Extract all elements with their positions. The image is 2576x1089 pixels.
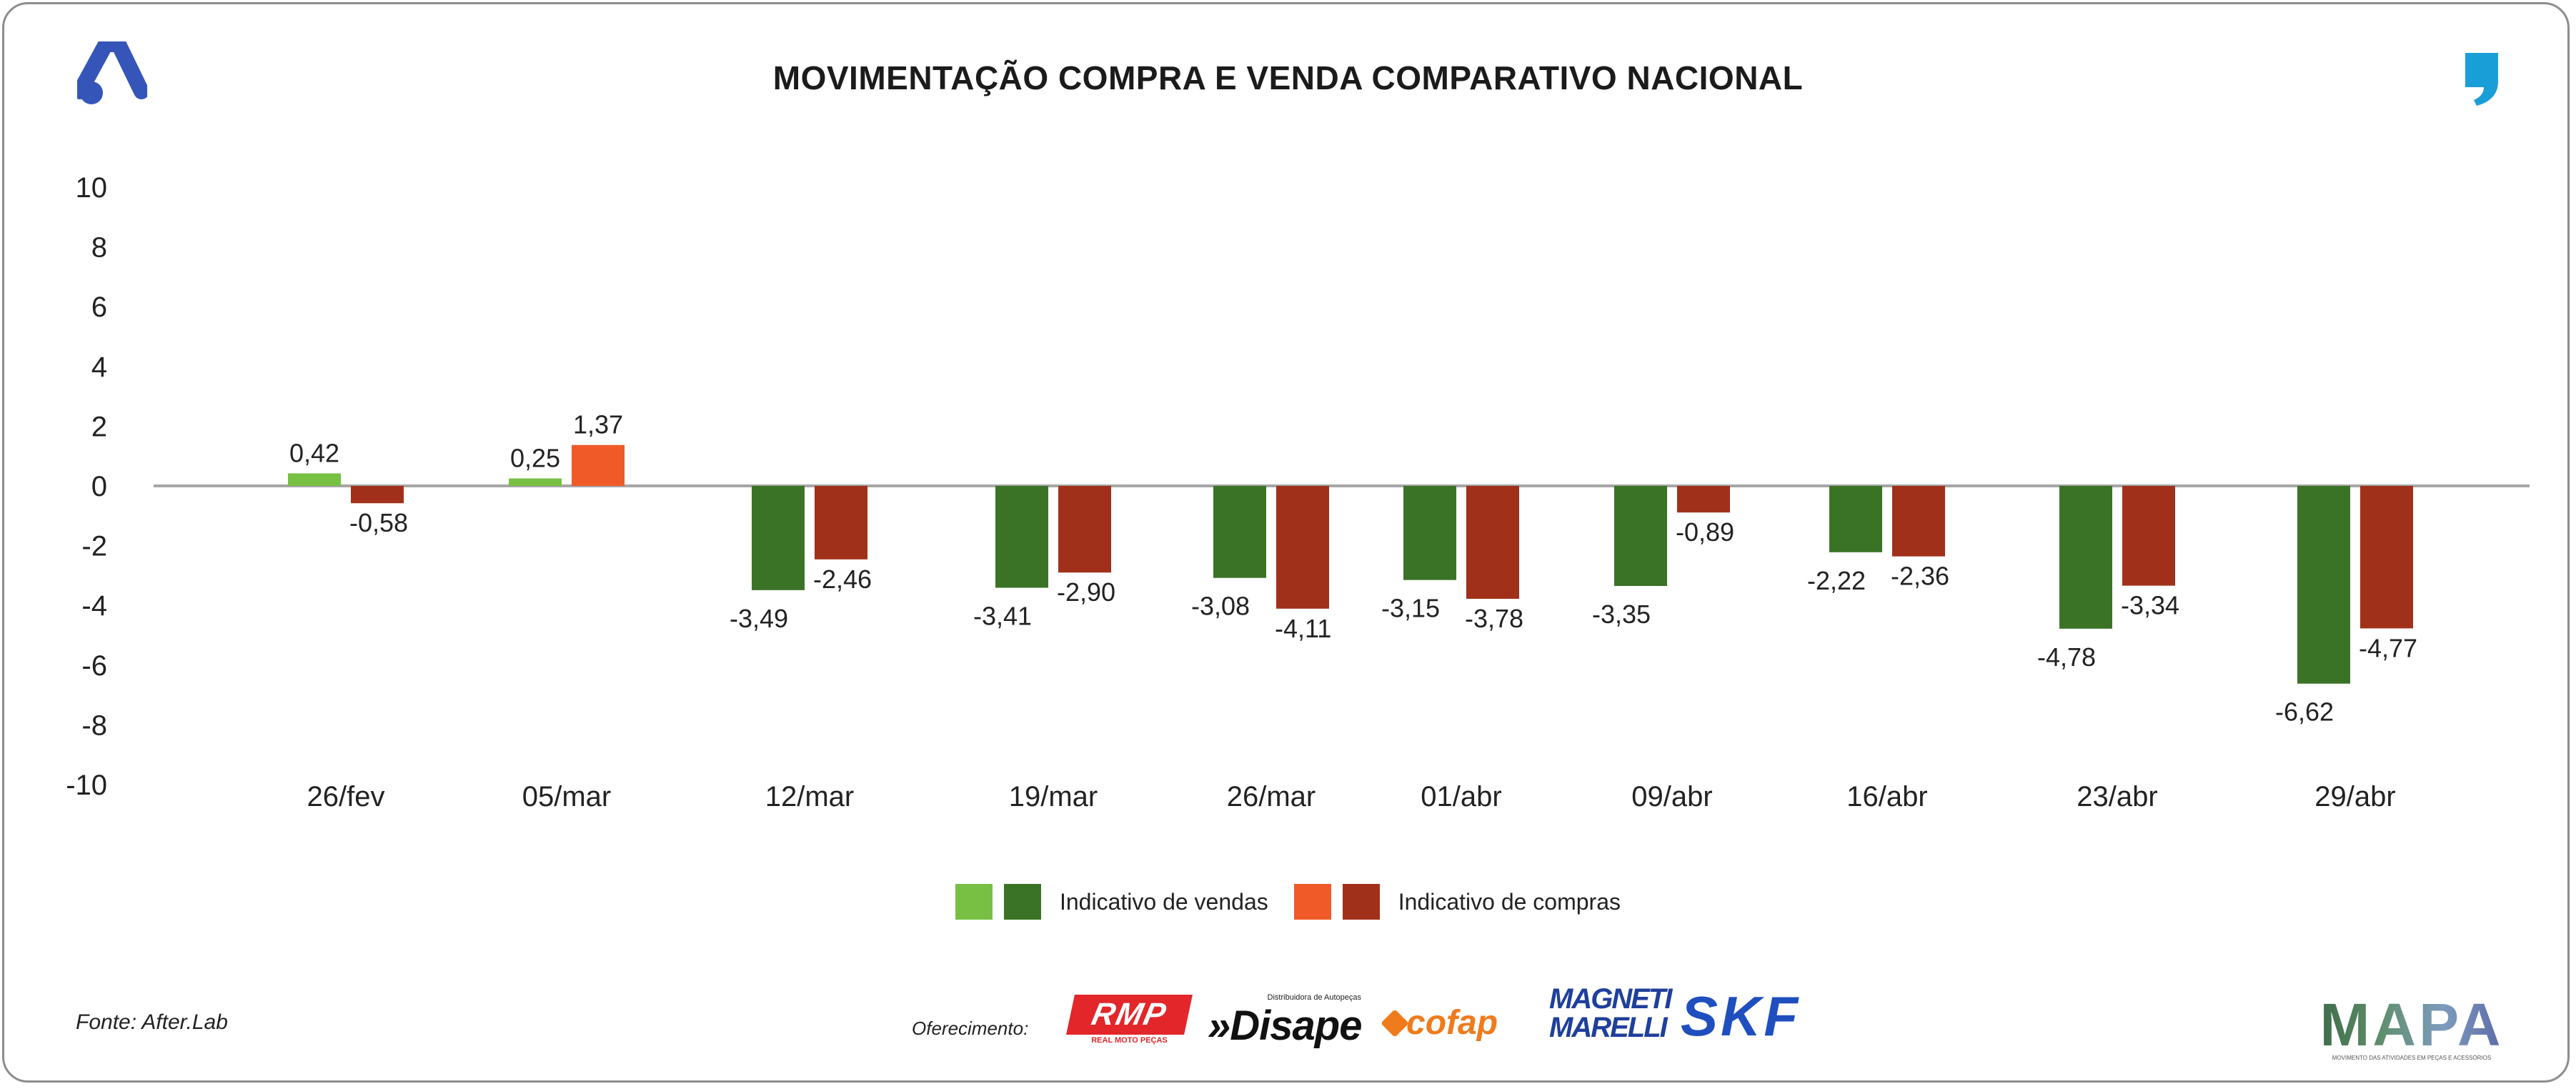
brand-logo-icon bbox=[77, 41, 147, 104]
bar-purchases-5 bbox=[1466, 486, 1519, 600]
x-tick-label-9: 29/abr bbox=[2314, 781, 2395, 812]
label-purchases-9: -4,77 bbox=[2359, 633, 2417, 662]
label-sales-3: -3,41 bbox=[973, 602, 1032, 631]
bar-purchases-4 bbox=[1276, 486, 1329, 609]
y-axis: 10 8 6 4 2 0 -2 -4 -6 -8 -10 bbox=[66, 172, 107, 801]
marelli-wordmark: MARELLI bbox=[1549, 1012, 1668, 1043]
x-tick-label-7: 16/abr bbox=[1846, 781, 1927, 812]
y-tick-label: -10 bbox=[66, 770, 107, 801]
bar-purchases-7 bbox=[1892, 486, 1945, 557]
y-tick-label: 10 bbox=[76, 172, 108, 204]
y-tick-label: -4 bbox=[81, 590, 107, 622]
legend-swatch-sales-negative bbox=[1003, 884, 1041, 920]
x-tick-label-6: 09/abr bbox=[1631, 781, 1712, 812]
y-tick-label: 2 bbox=[91, 411, 107, 442]
sponsor-skf-logo: SKF bbox=[1681, 985, 1801, 1048]
source-note: Fonte: After.Lab bbox=[76, 1010, 228, 1034]
bars-group bbox=[288, 444, 2413, 684]
x-tick-label-5: 01/abr bbox=[1421, 781, 1501, 812]
bar-sales-1 bbox=[509, 478, 562, 486]
chart-title: MOVIMENTAÇÃO COMPRA E VENDA COMPARATIVO … bbox=[772, 59, 1804, 96]
legend-swatch-purchases-negative bbox=[1342, 884, 1380, 920]
legend-swatch-sales-positive bbox=[955, 884, 993, 920]
label-purchases-8: -3,34 bbox=[2121, 591, 2179, 620]
label-purchases-6: -0,89 bbox=[1676, 517, 1734, 547]
label-sales-2: -3,49 bbox=[730, 604, 788, 633]
x-tick-label-4: 26/mar bbox=[1227, 781, 1316, 812]
magneti-wordmark: MAGNETI bbox=[1549, 983, 1672, 1015]
bar-sales-4 bbox=[1213, 486, 1266, 578]
x-tick-label-2: 12/mar bbox=[765, 781, 855, 812]
bar-purchases-3 bbox=[1058, 486, 1111, 573]
chart-legend: Indicativo de vendas Indicativo de compr… bbox=[0, 880, 2576, 923]
label-purchases-5: -3,78 bbox=[1465, 604, 1523, 633]
sponsor-disape-logo: Distribuidora de Autopeças »Disape bbox=[1208, 993, 1362, 1049]
bar-purchases-2 bbox=[815, 486, 867, 560]
legend-label-sales: Indicativo de vendas bbox=[1059, 888, 1268, 915]
bar-sales-3 bbox=[995, 486, 1048, 588]
label-purchases-2: -2,46 bbox=[813, 565, 872, 594]
legend-item-purchases: Indicativo de compras bbox=[1293, 884, 1621, 920]
label-purchases-3: -2,90 bbox=[1057, 577, 1115, 607]
mapa-logo: MAPA MOVIMENTO DAS ATIVIDADES EM PEÇAS E… bbox=[2318, 995, 2505, 1061]
disape-wordmark: »Disape bbox=[1208, 1003, 1362, 1049]
bar-sales-6 bbox=[1614, 486, 1667, 587]
label-purchases-7: -2,36 bbox=[1891, 562, 1949, 591]
x-tick-label-3: 19/mar bbox=[1009, 781, 1098, 812]
bar-sales-9 bbox=[2297, 486, 2350, 684]
sponsor-label: Oferecimento: bbox=[912, 1018, 1029, 1039]
y-tick-label: 4 bbox=[91, 352, 107, 383]
label-sales-6: -3,35 bbox=[1592, 600, 1651, 629]
y-tick-label: -6 bbox=[81, 650, 107, 682]
label-purchases-4: -4,11 bbox=[1275, 614, 1331, 643]
bar-purchases-9 bbox=[2360, 486, 2413, 629]
legend-label-purchases: Indicativo de compras bbox=[1398, 888, 1621, 915]
label-sales-4: -3,08 bbox=[1191, 592, 1250, 621]
sponsor-rmp-logo: RMP REAL MOTO PEÇAS bbox=[1066, 995, 1193, 1046]
label-sales-7: -2,22 bbox=[1807, 566, 1866, 595]
cofap-wordmark: cofap bbox=[1406, 1004, 1498, 1042]
label-sales-1: 0,25 bbox=[510, 444, 560, 473]
bar-sales-0 bbox=[288, 473, 341, 486]
y-tick-label: -2 bbox=[81, 531, 107, 562]
disape-tagline: Distribuidora de Autopeças bbox=[1267, 993, 1361, 1002]
legend-item-sales: Indicativo de vendas bbox=[955, 884, 1268, 920]
rmp-wordmark: RMP bbox=[1066, 995, 1193, 1035]
x-axis-labels: 26/fev 05/mar 12/mar 19/mar 26/mar 01/abr 09/a… bbox=[307, 781, 2396, 812]
label-purchases-0: -0,58 bbox=[349, 508, 408, 537]
bar-purchases-0 bbox=[351, 486, 404, 504]
mapa-tagline: MOVIMENTO DAS ATIVIDADES EM PEÇAS E ACES… bbox=[2332, 1055, 2492, 1061]
label-sales-9: -6,62 bbox=[2275, 697, 2334, 727]
label-purchases-1: 1,37 bbox=[573, 410, 623, 439]
y-tick-label: 8 bbox=[91, 232, 107, 264]
x-tick-label-0: 26/fev bbox=[307, 781, 385, 812]
quote-mark-icon bbox=[2465, 53, 2498, 106]
y-tick-label: -8 bbox=[81, 710, 107, 741]
label-sales-8: -4,78 bbox=[2037, 642, 2096, 672]
sponsor-cofap-logo: cofap bbox=[1381, 1003, 1535, 1043]
bar-purchases-1 bbox=[572, 444, 625, 486]
bar-sales-8 bbox=[2059, 486, 2112, 629]
mapa-wordmark: MAPA bbox=[2318, 995, 2505, 1055]
bar-sales-7 bbox=[1829, 486, 1882, 552]
bar-sales-5 bbox=[1403, 486, 1456, 580]
bar-purchases-6 bbox=[1677, 486, 1730, 513]
rmp-tagline: REAL MOTO PEÇAS bbox=[1091, 1036, 1168, 1045]
label-sales-0: 0,42 bbox=[289, 438, 339, 467]
legend-swatch-purchases-positive bbox=[1293, 884, 1331, 920]
bar-chart: 10 8 6 4 2 0 -2 -4 -6 -8 -10 0,42 -0,58 0,25 1,37 -3,4… bbox=[66, 172, 2530, 812]
bar-sales-2 bbox=[752, 486, 805, 590]
sponsor-magneti-marelli-logo: MAGNETI MARELLI bbox=[1549, 983, 1672, 1049]
y-tick-label: 0 bbox=[91, 471, 107, 502]
label-sales-5: -3,15 bbox=[1381, 594, 1440, 623]
cofap-mark-icon bbox=[1381, 1009, 1409, 1038]
bar-labels-group: 0,42 -0,58 0,25 1,37 -3,49 -2,46 -3,41 -2,90 -3,… bbox=[289, 410, 2417, 727]
bar-purchases-8 bbox=[2122, 486, 2175, 586]
x-tick-label-8: 23/abr bbox=[2077, 781, 2157, 812]
x-tick-label-1: 05/mar bbox=[522, 781, 612, 812]
y-tick-label: 6 bbox=[91, 292, 107, 323]
